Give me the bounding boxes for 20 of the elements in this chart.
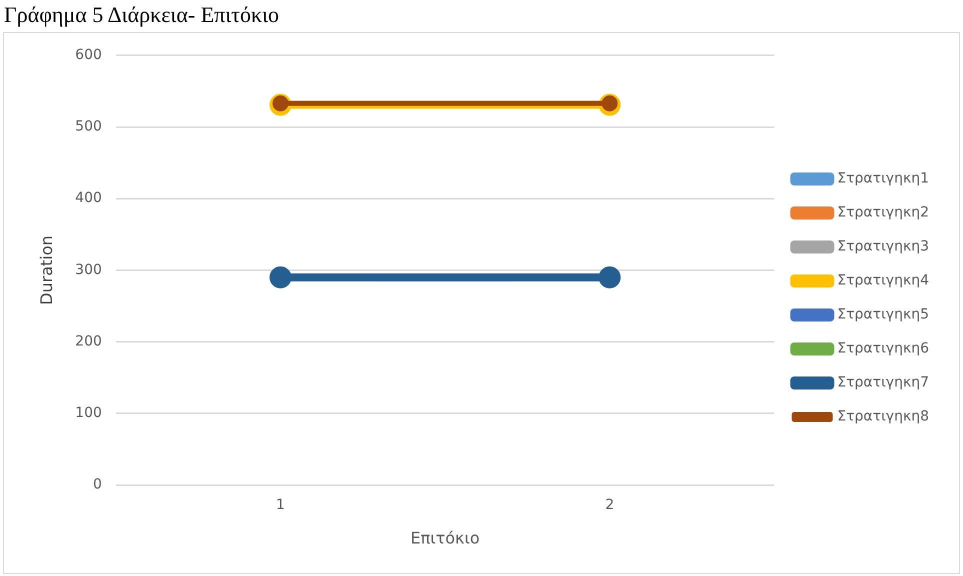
legend-label: Στρατιγηκη8 — [837, 408, 930, 425]
x-tick-label: 1 — [276, 497, 285, 514]
y-axis-title: Duration — [36, 235, 56, 305]
legend-label: Στρατιγηκη5 — [837, 306, 930, 323]
legend-label: Στρατιγηκη2 — [837, 204, 930, 221]
legend-label: Στρατιγηκη3 — [837, 238, 930, 255]
chart-title: Γράφημα 5 Διάρκεια- Επιτόκιο — [3, 1, 280, 29]
y-tick-label: 500 — [75, 118, 102, 135]
y-tick-label: 0 — [93, 476, 102, 493]
y-tick-label: 100 — [75, 405, 102, 422]
x-tick-label: 2 — [605, 497, 614, 514]
legend-label: Στρατιγηκη4 — [837, 272, 930, 289]
y-tick-label: 200 — [75, 333, 102, 350]
y-tick-label: 600 — [75, 47, 102, 64]
legend-label: Στρατιγηκη1 — [837, 170, 930, 187]
legend-label: Στρατιγηκη6 — [837, 340, 930, 357]
x-axis-title: Επιτόκιο — [410, 528, 480, 548]
y-tick-label: 300 — [75, 262, 102, 278]
y-tick-label: 400 — [75, 190, 102, 206]
legend-label: Στρατιγηκη7 — [837, 374, 930, 391]
